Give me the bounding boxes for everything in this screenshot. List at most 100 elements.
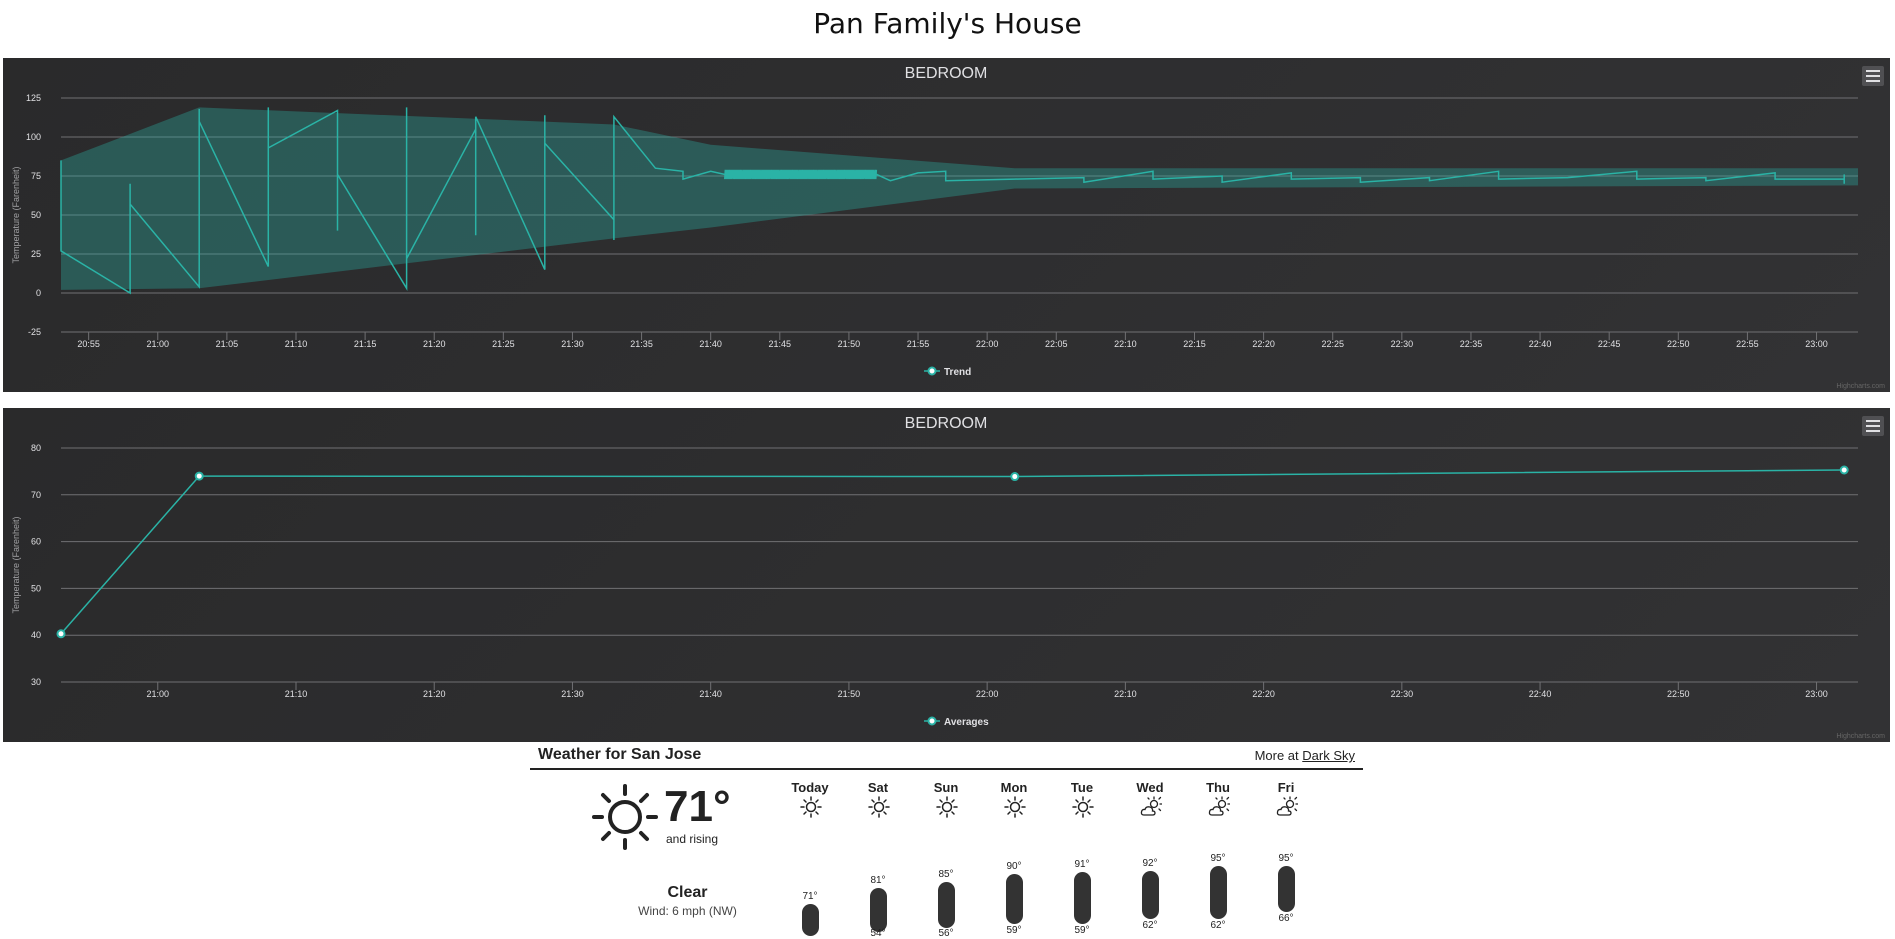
x-tick-label: 21:30 bbox=[561, 339, 584, 349]
x-tick-label: 21:50 bbox=[838, 689, 861, 699]
forecast-day-name: Today bbox=[791, 780, 829, 795]
x-tick-label: 22:30 bbox=[1391, 689, 1414, 699]
x-tick-label: 22:30 bbox=[1391, 339, 1414, 349]
x-tick-label: 21:10 bbox=[285, 339, 308, 349]
x-tick-label: 21:30 bbox=[561, 689, 584, 699]
x-tick-label: 21:05 bbox=[216, 339, 239, 349]
forecast-temp-bar bbox=[1142, 870, 1159, 919]
forecast-high: 95° bbox=[1210, 853, 1226, 864]
chart-menu-button[interactable] bbox=[1862, 416, 1884, 436]
data-point bbox=[194, 471, 204, 481]
forecast-temp-bar bbox=[1006, 874, 1023, 924]
sun-icon bbox=[1072, 796, 1094, 818]
chart-title: BEDROOM bbox=[905, 65, 988, 82]
sun-icon bbox=[1004, 796, 1026, 818]
x-tick-label: 22:55 bbox=[1736, 339, 1759, 349]
x-tick-label: 23:00 bbox=[1805, 689, 1828, 699]
x-tick-label: 22:50 bbox=[1667, 689, 1690, 699]
legend-label: Averages bbox=[944, 717, 989, 728]
sun-icon bbox=[936, 796, 958, 818]
sun-icon bbox=[592, 784, 658, 850]
partly-cloudy-icon bbox=[1140, 796, 1162, 816]
hamburger-icon bbox=[1866, 70, 1880, 82]
x-tick-label: 21:00 bbox=[146, 689, 169, 699]
x-tick-label: 22:00 bbox=[976, 339, 999, 349]
y-axis-title: Temperature (Farenheit) bbox=[11, 166, 21, 263]
x-tick-label: 21:40 bbox=[699, 339, 722, 349]
forecast-temp-bar bbox=[802, 904, 819, 937]
x-tick-label: 21:20 bbox=[423, 339, 446, 349]
forecast-day-name: Sun bbox=[933, 780, 959, 795]
series-oscillation bbox=[724, 169, 878, 180]
x-tick-label: 23:00 bbox=[1805, 339, 1828, 349]
x-tick-label: 22:10 bbox=[1114, 689, 1137, 699]
partly-cloudy-icon bbox=[1276, 796, 1298, 816]
current-conditions: 71° and rising Clear Wind: 6 mph (NW) bbox=[590, 782, 790, 918]
forecast-temp-bar bbox=[938, 882, 955, 929]
x-tick-label: 21:50 bbox=[838, 339, 861, 349]
x-tick-label: 22:40 bbox=[1529, 339, 1552, 349]
y-tick-label: 25 bbox=[31, 249, 41, 259]
forecast-low: 59° bbox=[1006, 924, 1022, 936]
forecast-low: 62° bbox=[1142, 919, 1158, 931]
data-point bbox=[56, 629, 66, 639]
weather-header: Weather for San Jose More at Dark Sky bbox=[530, 744, 1363, 770]
forecast-day-name: Thu bbox=[1206, 780, 1230, 795]
x-tick-label: 22:35 bbox=[1460, 339, 1483, 349]
forecast-high: 95° bbox=[1278, 853, 1294, 864]
x-tick-label: 20:55 bbox=[77, 339, 100, 349]
forecast-high: 81° bbox=[870, 875, 886, 887]
y-axis-title: Temperature (Farenheit) bbox=[11, 516, 21, 613]
y-tick-label: 100 bbox=[26, 132, 41, 142]
y-tick-label: 0 bbox=[36, 288, 41, 298]
forecast-low: 54° bbox=[870, 928, 886, 939]
forecast-day-name: Fri bbox=[1277, 780, 1295, 795]
x-tick-label: 22:05 bbox=[1045, 339, 1068, 349]
averages-chart: BEDROOM 30 40 50 60 70 80 21:00 21:10 21:20 21:30 2… bbox=[3, 408, 1890, 742]
y-tick-label: 80 bbox=[31, 443, 41, 453]
chart-menu-button[interactable] bbox=[1862, 66, 1884, 86]
forecast-high: 91° bbox=[1074, 859, 1090, 871]
x-tick-label: 22:00 bbox=[976, 689, 999, 699]
current-temperature: 71° bbox=[664, 782, 731, 831]
current-summary: Clear bbox=[667, 884, 708, 901]
x-tick-label: 21:15 bbox=[354, 339, 377, 349]
data-point bbox=[1010, 472, 1020, 482]
x-tick-label: 21:00 bbox=[146, 339, 169, 349]
sun-icon bbox=[868, 796, 890, 818]
y-tick-label: 125 bbox=[26, 93, 41, 103]
data-point bbox=[1839, 465, 1849, 475]
page-title: Pan Family's House bbox=[813, 7, 1082, 40]
x-tick-label: 21:45 bbox=[769, 339, 792, 349]
forecast-temp-bar bbox=[1074, 872, 1091, 924]
forecast-temp-bar bbox=[1210, 866, 1227, 919]
credits: Highcharts.com bbox=[1836, 733, 1885, 740]
x-tick-label: 22:45 bbox=[1598, 339, 1621, 349]
x-tick-label: 22:50 bbox=[1667, 339, 1690, 349]
legend-marker bbox=[927, 716, 937, 726]
y-tick-label: 60 bbox=[31, 537, 41, 547]
dark-sky-link[interactable]: Dark Sky bbox=[1302, 748, 1355, 763]
x-tick-label: 22:10 bbox=[1114, 339, 1137, 349]
sun-icon bbox=[800, 796, 822, 818]
forecast-high: 90° bbox=[1006, 861, 1022, 872]
x-tick-label: 21:55 bbox=[907, 339, 930, 349]
x-tick-label: 21:20 bbox=[423, 689, 446, 699]
current-wind: Wind: 6 mph (NW) bbox=[638, 904, 737, 918]
chart-title: BEDROOM bbox=[905, 415, 988, 432]
forecast-day-name: Wed bbox=[1136, 780, 1164, 795]
x-tick-label: 22:40 bbox=[1529, 689, 1552, 699]
forecast-high: 92° bbox=[1142, 857, 1158, 869]
y-tick-label: 40 bbox=[31, 630, 41, 640]
y-tick-label: 70 bbox=[31, 490, 41, 500]
range-band bbox=[61, 107, 1858, 290]
partly-cloudy-icon bbox=[1208, 796, 1230, 816]
averages-chart-svg: BEDROOM 30 40 50 60 70 80 21:00 21:10 21:20 21:30 2… bbox=[11, 415, 1885, 740]
weather-title: Weather for San Jose bbox=[538, 746, 702, 763]
forecast-temp-bar bbox=[870, 888, 887, 932]
forecast-low: 62° bbox=[1210, 919, 1226, 931]
hamburger-icon bbox=[1866, 420, 1880, 432]
y-tick-label: 30 bbox=[31, 677, 41, 687]
credits: Highcharts.com bbox=[1836, 383, 1885, 390]
x-tick-label: 21:40 bbox=[699, 689, 722, 699]
